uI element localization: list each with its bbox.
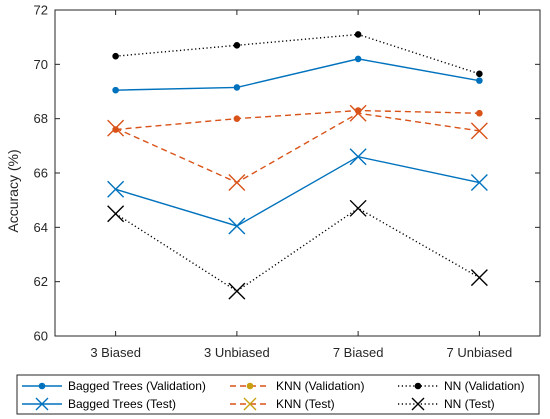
- legend-label: KNN (Test): [276, 397, 335, 411]
- data-point: [470, 269, 488, 287]
- legend-label: NN (Validation): [444, 379, 524, 393]
- data-point: [476, 109, 483, 117]
- series-2: [107, 148, 488, 235]
- data-point: [233, 115, 241, 122]
- series-line: [115, 207, 480, 293]
- legend-marker: [411, 397, 425, 411]
- x-tick-label: 7 Biased: [333, 345, 384, 360]
- data-point: [233, 42, 241, 49]
- legend-marker: [243, 397, 257, 411]
- x-tick-label: 3 Biased: [90, 345, 141, 360]
- series-4: [107, 104, 488, 192]
- data-point: [233, 84, 241, 91]
- data-point: [228, 282, 246, 300]
- data-point: [470, 122, 488, 140]
- legend-item: NN (Validation): [398, 379, 524, 393]
- series-6: [107, 199, 488, 300]
- legend-label: Bagged Trees (Test): [68, 397, 176, 411]
- data-point: [349, 199, 367, 217]
- y-tick-label: 60: [34, 329, 48, 344]
- y-tick-label: 62: [34, 274, 48, 289]
- legend-label: NN (Test): [444, 397, 495, 411]
- x-tick-label: 3 Unbiased: [204, 345, 270, 360]
- legend-marker: [35, 397, 49, 411]
- legend-label: Bagged Trees (Validation): [68, 379, 206, 393]
- data-point: [349, 148, 367, 166]
- data-point: [228, 217, 246, 235]
- data-point: [354, 55, 362, 63]
- legend-box: [16, 374, 540, 415]
- legend-marker: [414, 382, 422, 390]
- series-5: [112, 31, 483, 78]
- legend-item: Bagged Trees (Test): [22, 397, 176, 411]
- legend-marker: [246, 382, 254, 390]
- legend-marker: [38, 382, 46, 390]
- data-point: [476, 70, 483, 78]
- series-3: [112, 107, 483, 133]
- legend-label: KNN (Validation): [276, 379, 364, 393]
- x-tick-label: 7 Unbiased: [446, 345, 512, 360]
- plot-area: 60 62 64 66 68 70 72 3 Biased 3 Unbiased 7 Biased…: [34, 3, 541, 360]
- series-line: [115, 33, 480, 75]
- data-point: [228, 174, 246, 192]
- y-tick-label: 68: [34, 111, 48, 126]
- y-axis-title: Accuracy (%): [5, 149, 21, 232]
- series-line: [115, 112, 480, 184]
- series-line: [115, 155, 480, 227]
- series-line: [115, 58, 480, 91]
- data-point: [112, 86, 119, 94]
- data-point: [112, 52, 119, 60]
- data-point: [349, 104, 367, 122]
- legend-item: KNN (Test): [230, 397, 335, 411]
- y-tick-label: 66: [34, 166, 48, 181]
- data-point: [476, 77, 483, 84]
- series-line: [115, 109, 480, 131]
- data-point: [470, 174, 488, 192]
- y-tick-label: 64: [34, 220, 48, 235]
- legend-item: NN (Test): [398, 397, 495, 411]
- series-1: [112, 55, 483, 94]
- legend: Bagged Trees (Validation) KNN (Validation…: [16, 374, 540, 415]
- data-point: [107, 205, 125, 223]
- data-point: [107, 180, 125, 198]
- data-point: [354, 31, 362, 38]
- data-point: [107, 119, 125, 137]
- legend-item: KNN (Validation): [230, 379, 364, 393]
- y-tick-label: 70: [34, 57, 48, 72]
- legend-item: Bagged Trees (Validation): [22, 379, 206, 393]
- y-tick-label: 72: [34, 3, 48, 18]
